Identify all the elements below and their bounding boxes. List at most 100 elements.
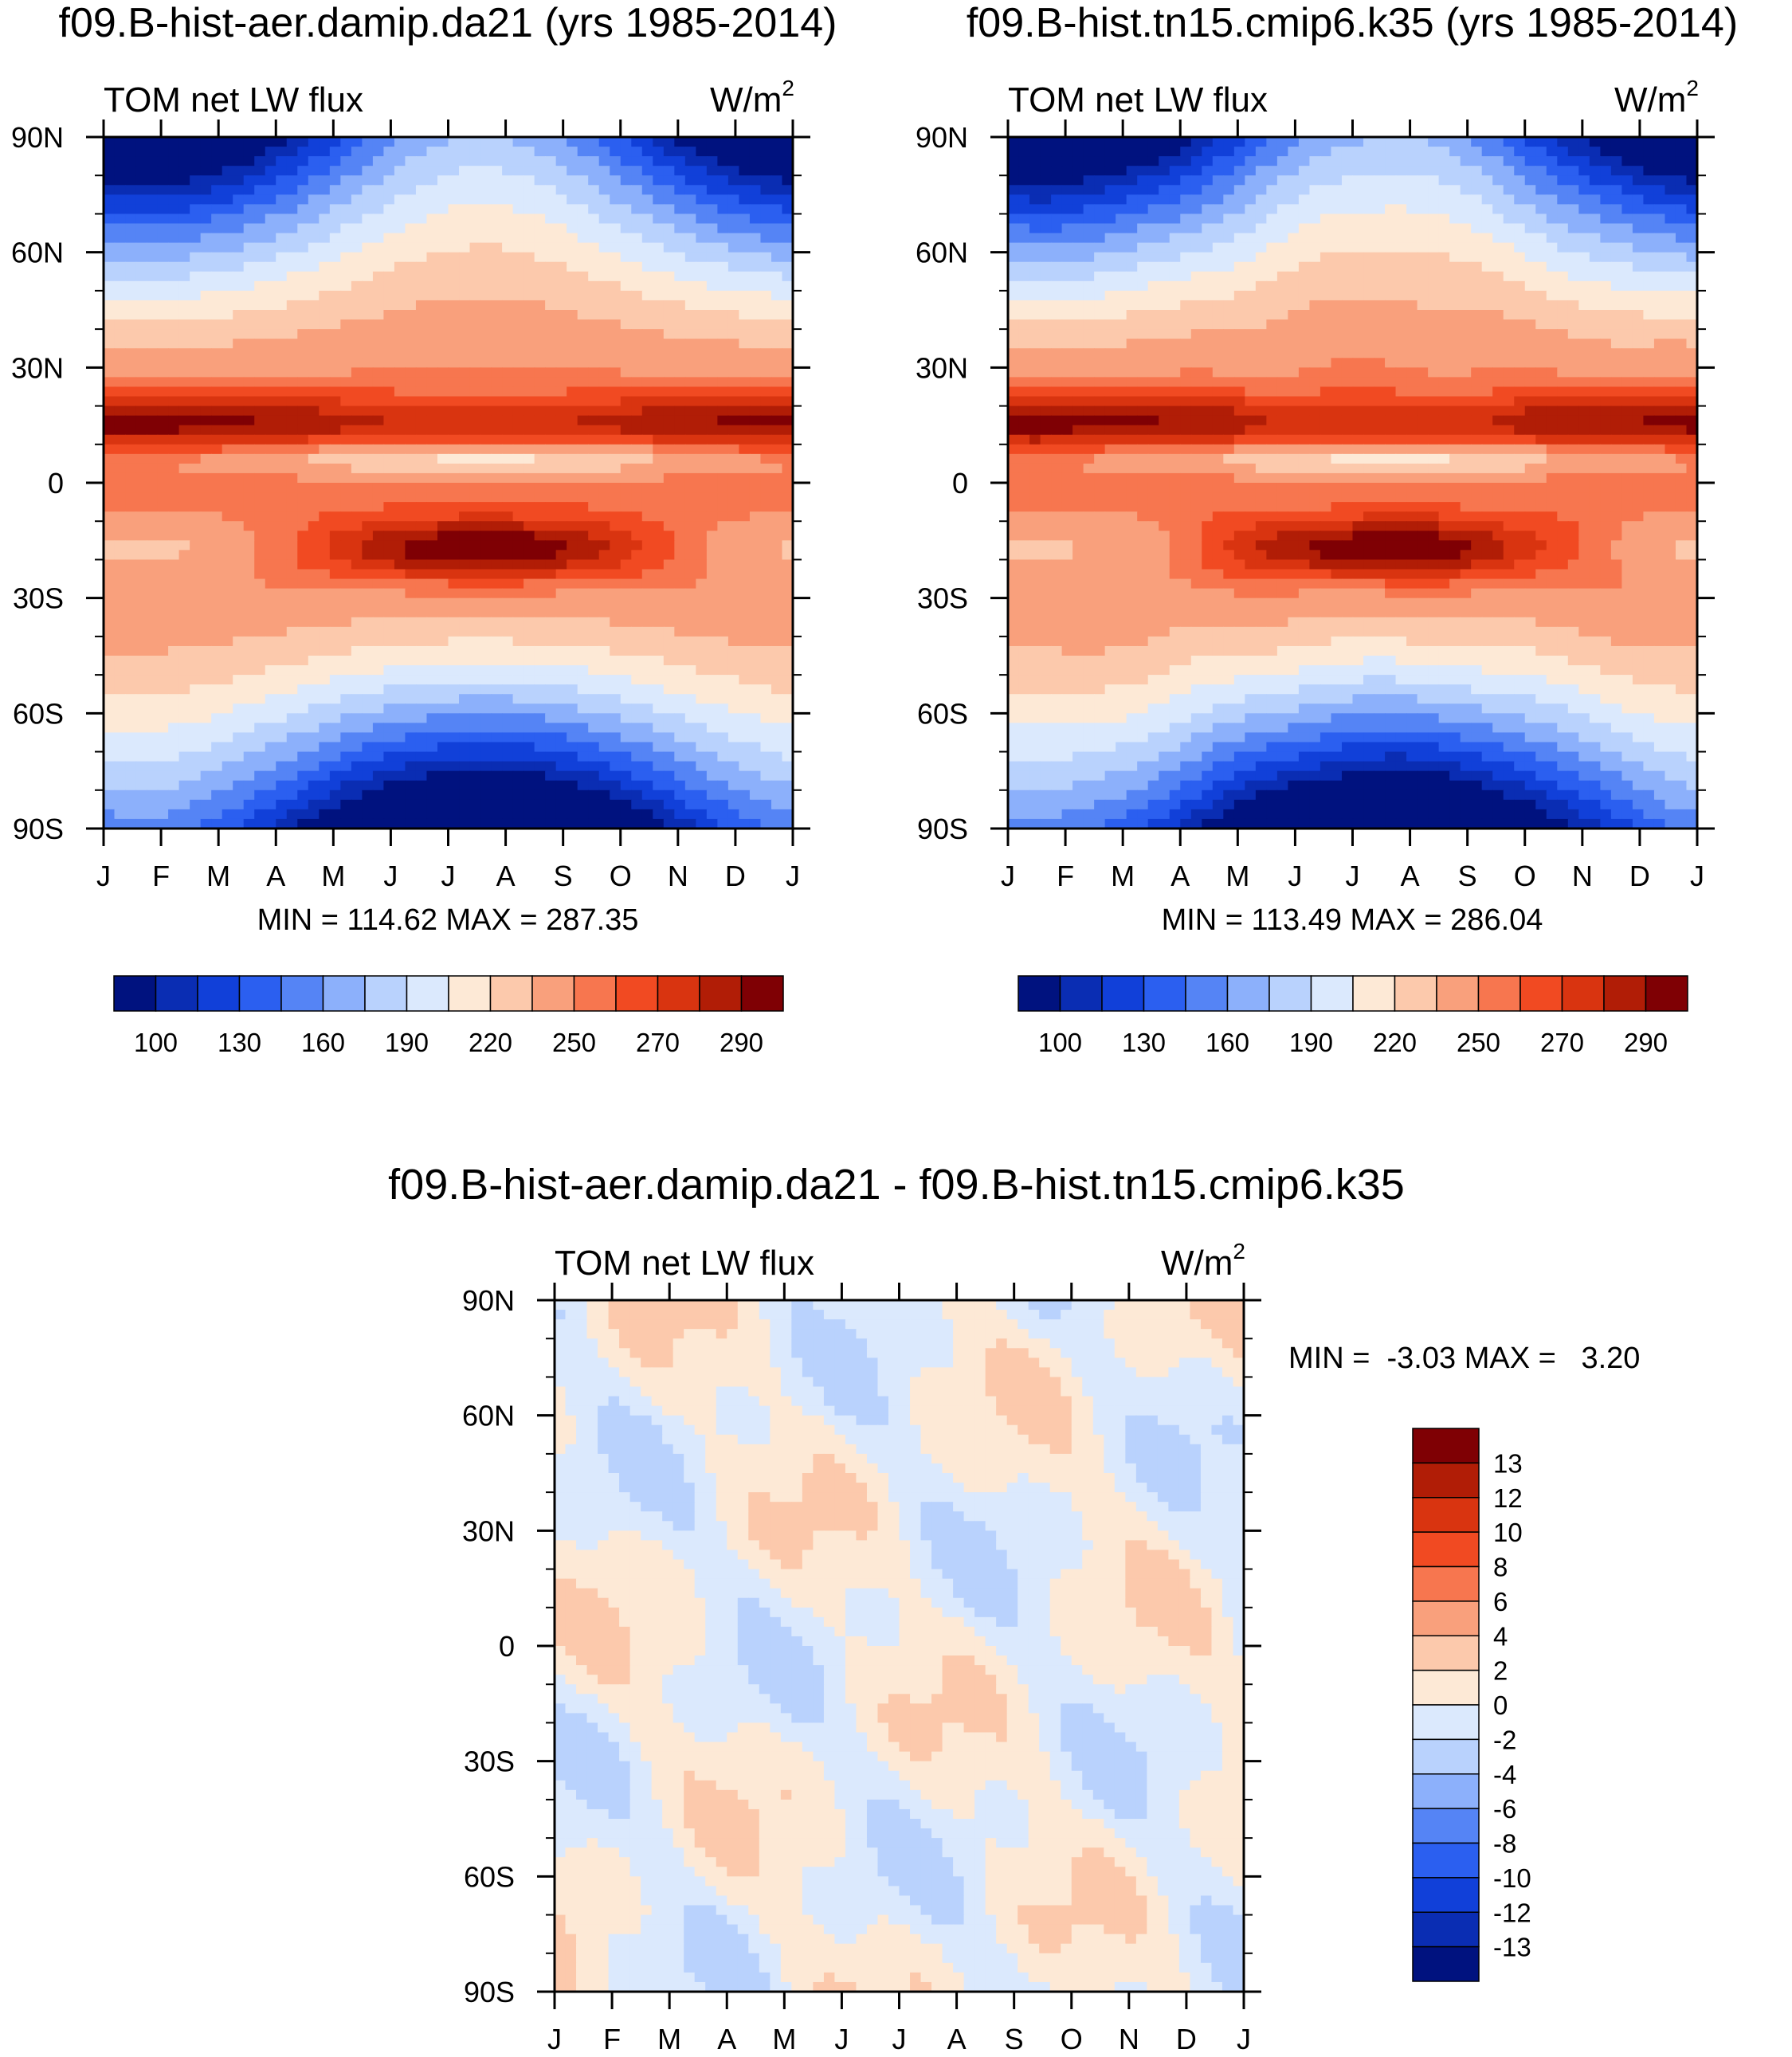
case1-cell — [459, 770, 471, 782]
case1-cell — [340, 818, 352, 829]
case1-cell — [265, 280, 276, 292]
case1-cell — [706, 339, 719, 349]
case1-cell — [125, 261, 137, 272]
case2-cell — [1567, 156, 1580, 167]
case1-cell — [739, 818, 751, 829]
case1-cell — [588, 751, 600, 762]
case1-cell — [641, 713, 653, 724]
case1-cell — [674, 636, 686, 647]
case1-cell — [394, 713, 406, 724]
case1-cell — [265, 502, 276, 512]
case1-cell — [459, 780, 471, 791]
case1-cell — [405, 242, 417, 253]
case1-cell — [523, 185, 535, 196]
case1-cell — [168, 166, 180, 176]
case1-cell — [426, 569, 438, 580]
case1-cell — [480, 175, 492, 186]
case1-cell — [567, 415, 578, 426]
case1-cell — [329, 156, 342, 167]
case1-cell — [351, 425, 363, 436]
case1-cell — [286, 789, 298, 801]
case1-cell — [771, 137, 783, 147]
case1-cell — [426, 502, 438, 512]
case1-cell — [372, 242, 385, 253]
case1-cell — [545, 214, 557, 225]
case2-cell — [1449, 166, 1461, 176]
case1-cell — [254, 185, 266, 196]
case1-cell — [782, 434, 794, 445]
case1-cell — [696, 156, 708, 167]
case1-cell — [168, 665, 180, 676]
case1-cell — [717, 550, 729, 561]
case2-cell — [1288, 156, 1300, 167]
case1-cell — [469, 723, 481, 734]
case2-cell — [1406, 137, 1418, 147]
case1-cell — [545, 540, 557, 551]
case1-cell — [383, 578, 395, 590]
case1-cell — [394, 406, 406, 417]
case1-cell — [168, 214, 180, 225]
case1-cell — [308, 732, 320, 743]
case1-cell — [200, 588, 212, 599]
case1-cell — [577, 656, 589, 666]
case1-cell — [405, 694, 417, 704]
case1-cell — [674, 367, 686, 378]
case1-cell — [243, 367, 255, 378]
case1-cell — [276, 214, 288, 225]
case1-cell — [200, 406, 212, 417]
case1-cell — [620, 396, 632, 407]
case1-cell — [297, 233, 309, 244]
case1-cell — [178, 329, 190, 339]
case1-cell — [405, 626, 417, 637]
case2-cell — [1029, 156, 1041, 167]
case1-cell — [567, 483, 578, 493]
case1-cell — [351, 204, 363, 215]
case1-cell — [168, 789, 180, 801]
case1-cell — [222, 511, 233, 522]
case2-cell — [1535, 156, 1547, 167]
case1-cell — [631, 396, 643, 407]
case1-cell — [265, 194, 276, 206]
case1-cell — [114, 770, 126, 782]
case1-cell — [286, 406, 298, 417]
case1-cell — [588, 147, 600, 157]
case1-cell — [426, 521, 438, 531]
case1-cell — [329, 789, 342, 801]
case1-cell — [631, 483, 643, 493]
case1-cell — [372, 751, 385, 762]
case1-cell — [717, 147, 729, 157]
case1-cell — [567, 809, 578, 820]
case1-cell — [610, 723, 622, 734]
case1-cell — [394, 751, 406, 762]
case1-cell — [512, 310, 524, 320]
case1-cell — [340, 550, 352, 561]
case1-cell — [771, 147, 783, 157]
case1-cell — [254, 598, 266, 609]
case1-cell — [362, 194, 374, 206]
case1-cell — [437, 578, 449, 590]
case1-cell — [104, 809, 116, 820]
case1-cell — [567, 780, 578, 791]
case1-cell — [512, 598, 524, 609]
case1-cell — [405, 310, 417, 320]
case1-cell — [286, 242, 298, 253]
case1-cell — [147, 617, 159, 628]
case1-cell — [502, 540, 514, 551]
case1-colorbar-label: 130 — [218, 1028, 261, 1057]
case1-cell — [771, 751, 783, 762]
case1-cell — [114, 626, 126, 637]
case2-cell — [1632, 166, 1645, 176]
case1-cell — [620, 703, 632, 715]
case1-cell — [114, 569, 126, 580]
case2-cell — [1309, 156, 1321, 167]
case1-cell — [114, 444, 126, 455]
case2-cell — [1104, 147, 1116, 157]
case1-cell — [502, 367, 514, 378]
case1-cell — [567, 156, 578, 167]
case1-cell — [696, 406, 708, 417]
case1-cell — [157, 434, 169, 445]
case1-cell — [372, 377, 385, 388]
case1-cell — [426, 319, 438, 330]
case1-cell — [534, 319, 546, 330]
case1-cell — [168, 242, 180, 253]
